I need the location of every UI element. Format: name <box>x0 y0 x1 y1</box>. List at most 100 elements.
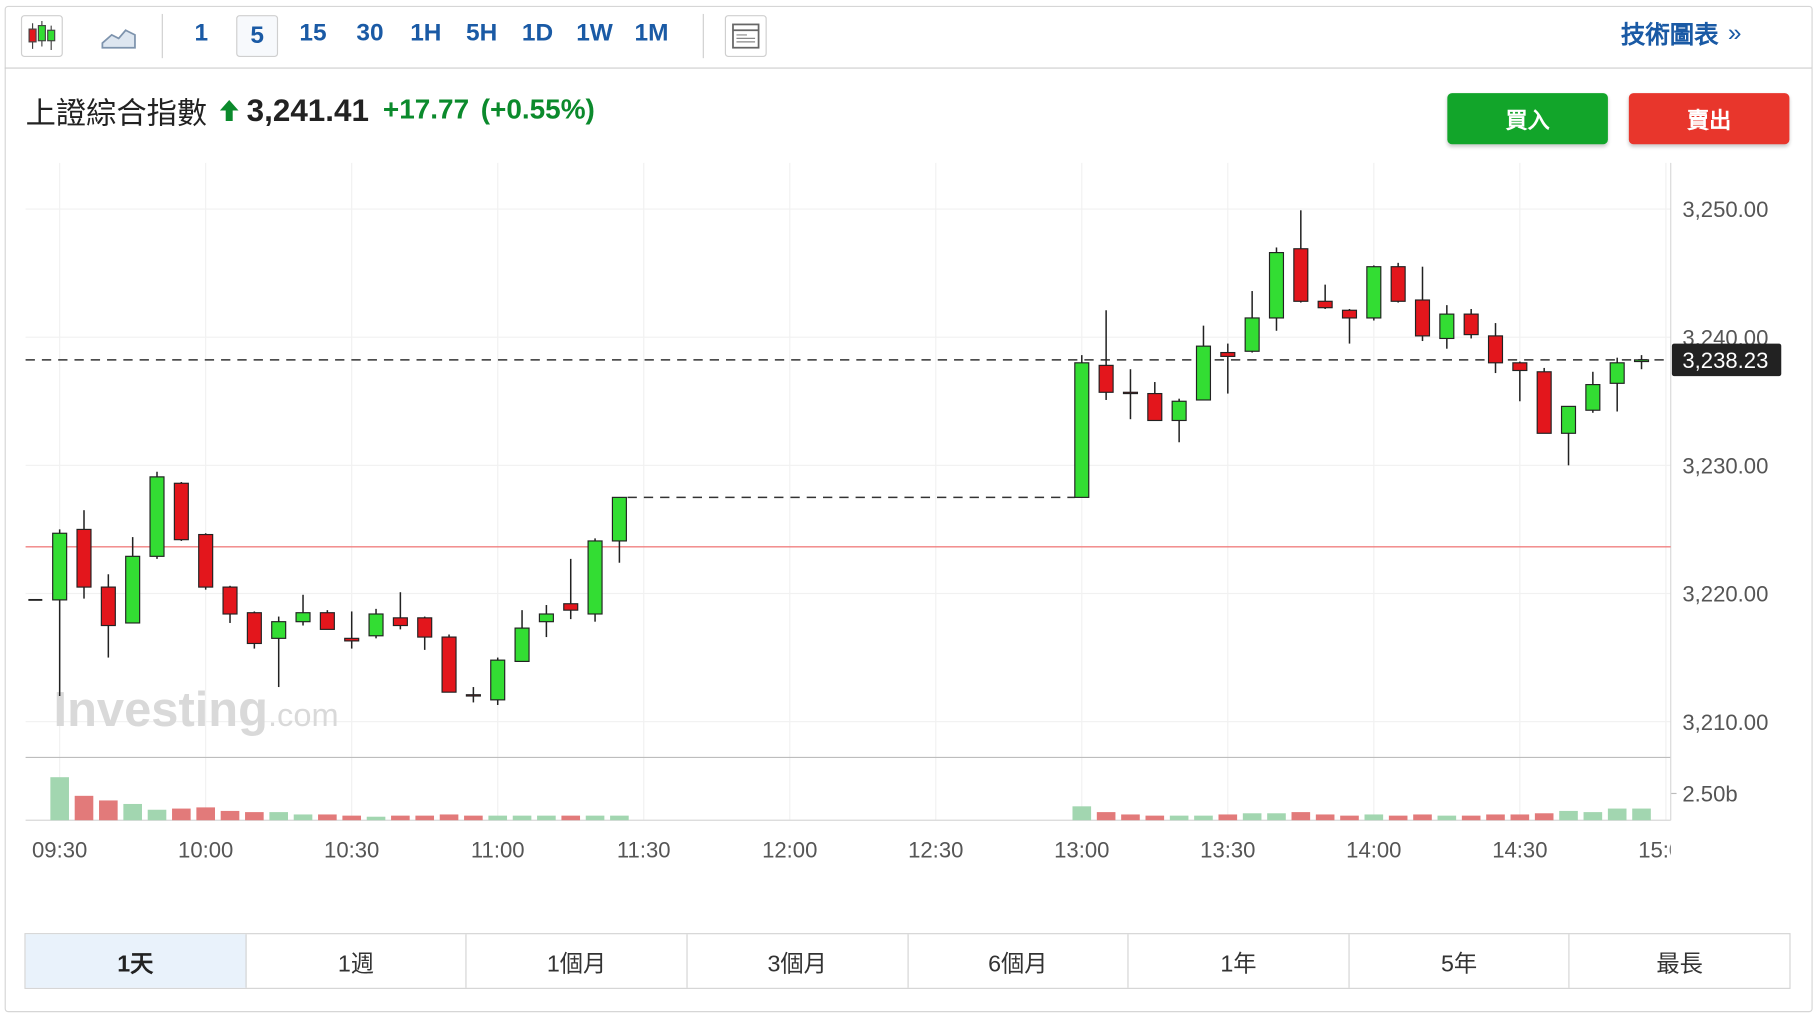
up-arrow <box>219 100 239 121</box>
layout-icon <box>732 23 760 49</box>
volume-bar <box>1242 813 1262 821</box>
y-tick-label: 3,250.00 <box>1682 197 1768 222</box>
candle-body <box>417 617 433 638</box>
x-tick-label: 10:00 <box>178 837 233 862</box>
range-tab[interactable]: 1天 <box>25 934 247 988</box>
volume-bar <box>1510 814 1530 821</box>
interval-button[interactable]: 1 <box>194 19 209 47</box>
price-change-percent: (+0.55%) <box>480 94 595 126</box>
volume-bar <box>1267 813 1286 821</box>
candle-body <box>100 586 116 627</box>
volume-bar <box>1291 812 1311 821</box>
candle-body <box>52 532 68 601</box>
frame <box>4 5 1813 1013</box>
candle-body <box>1122 391 1139 395</box>
buy-button[interactable]: 買入 <box>1447 93 1608 145</box>
range-tab[interactable]: 6個月 <box>908 934 1129 988</box>
range-tab[interactable]: 3個月 <box>687 934 909 988</box>
candle-body <box>1341 309 1358 319</box>
volume-bar <box>74 795 94 821</box>
interval-button[interactable]: 15 <box>299 19 327 47</box>
x-tick-label: 09:30 <box>32 837 87 862</box>
last-price-box <box>1671 343 1782 377</box>
candle-body <box>1512 362 1528 372</box>
candle-body <box>1633 359 1650 363</box>
volume-bar <box>1096 812 1116 821</box>
candle-icon <box>28 20 56 51</box>
interval-button[interactable]: 1H <box>410 19 442 47</box>
interval-button[interactable]: 1W <box>576 19 613 47</box>
layout-button[interactable] <box>724 15 767 58</box>
volume-bar <box>220 810 240 821</box>
candle-body <box>149 476 165 557</box>
candle-body <box>1487 335 1504 364</box>
candle-body <box>222 586 238 615</box>
range-tab[interactable]: 1個月 <box>467 934 688 988</box>
candle-body <box>538 613 554 623</box>
volume-bar <box>537 815 556 821</box>
interval-button[interactable]: 5H <box>466 19 498 47</box>
separator <box>161 13 163 59</box>
candle-body <box>125 555 141 624</box>
volume-bar <box>1461 815 1481 821</box>
candle-body <box>295 612 311 623</box>
volume-bar <box>1486 814 1505 821</box>
instrument-name: 上證綜合指數 <box>25 94 208 130</box>
candle-body <box>490 659 506 701</box>
advanced-chart-link[interactable]: 技術圖表 » <box>1606 0 1757 67</box>
volume-bar <box>1437 815 1457 821</box>
volume-bar <box>1072 806 1092 821</box>
candle-body <box>1366 266 1382 319</box>
x-tick-label: 11:00 <box>471 837 525 862</box>
volume-bar <box>561 815 581 821</box>
x-tick-label: 13:30 <box>1200 837 1255 862</box>
interval-button[interactable]: 1D <box>521 19 554 47</box>
x-tick-label: 12:00 <box>762 837 817 862</box>
x-tick-label: 15:00 <box>1638 837 1693 862</box>
y-tick-label: 3,220.00 <box>1682 582 1768 607</box>
candle-body <box>368 613 384 637</box>
candle-body <box>76 528 92 588</box>
volume-bar <box>269 812 289 821</box>
volume-bar <box>293 814 313 821</box>
range-tab[interactable]: 1週 <box>246 934 467 988</box>
volume-bar <box>1413 814 1432 821</box>
candle-body <box>587 540 603 615</box>
volume-bar <box>1169 815 1189 821</box>
range-tabs: 1天 1週 1個月 3個月 6個月 1年 5年 最長 <box>24 933 1791 989</box>
volume-bar <box>1388 815 1408 821</box>
watermark: Investing.com <box>54 683 339 737</box>
range-tab[interactable]: 1年 <box>1129 934 1350 988</box>
volume-bar <box>610 815 629 821</box>
interval-button[interactable]: 1M <box>634 19 669 47</box>
candle-chart-button[interactable] <box>20 15 63 58</box>
candle-body <box>1463 313 1479 336</box>
volume-bar <box>147 809 167 821</box>
range-tab[interactable]: 最長 <box>1656 951 1703 977</box>
candle-body <box>392 617 408 627</box>
volume-bar <box>245 812 264 821</box>
volume-bar <box>585 815 605 821</box>
y-tick-label: 3,210.00 <box>1682 710 1768 735</box>
candle-body <box>1536 371 1552 434</box>
x-tick-label: 13:00 <box>1054 837 1109 862</box>
x-tick-label: 14:00 <box>1346 837 1401 862</box>
range-tab[interactable]: 5年 <box>1349 934 1570 988</box>
volume-tick-label: 2.50b <box>1682 782 1737 807</box>
interval-button[interactable]: 5 <box>236 15 279 58</box>
advanced-link-text: 技術圖表 <box>1620 22 1719 49</box>
candle-body <box>563 603 579 611</box>
x-tick-label: 14:30 <box>1492 837 1547 862</box>
candle-body <box>1268 252 1285 319</box>
last-price: 3,241.41 <box>246 92 369 128</box>
line-chart-button[interactable] <box>100 22 137 50</box>
candle-body <box>1171 400 1187 422</box>
volume-bar <box>1121 814 1140 821</box>
sell-button[interactable]: 賣出 <box>1628 93 1790 145</box>
y-tick-label: 3,230.00 <box>1682 453 1768 478</box>
interval-button[interactable]: 30 <box>356 19 384 47</box>
volume-bar <box>342 815 362 821</box>
volume-bar <box>1559 810 1578 821</box>
volume-bar <box>464 815 483 821</box>
